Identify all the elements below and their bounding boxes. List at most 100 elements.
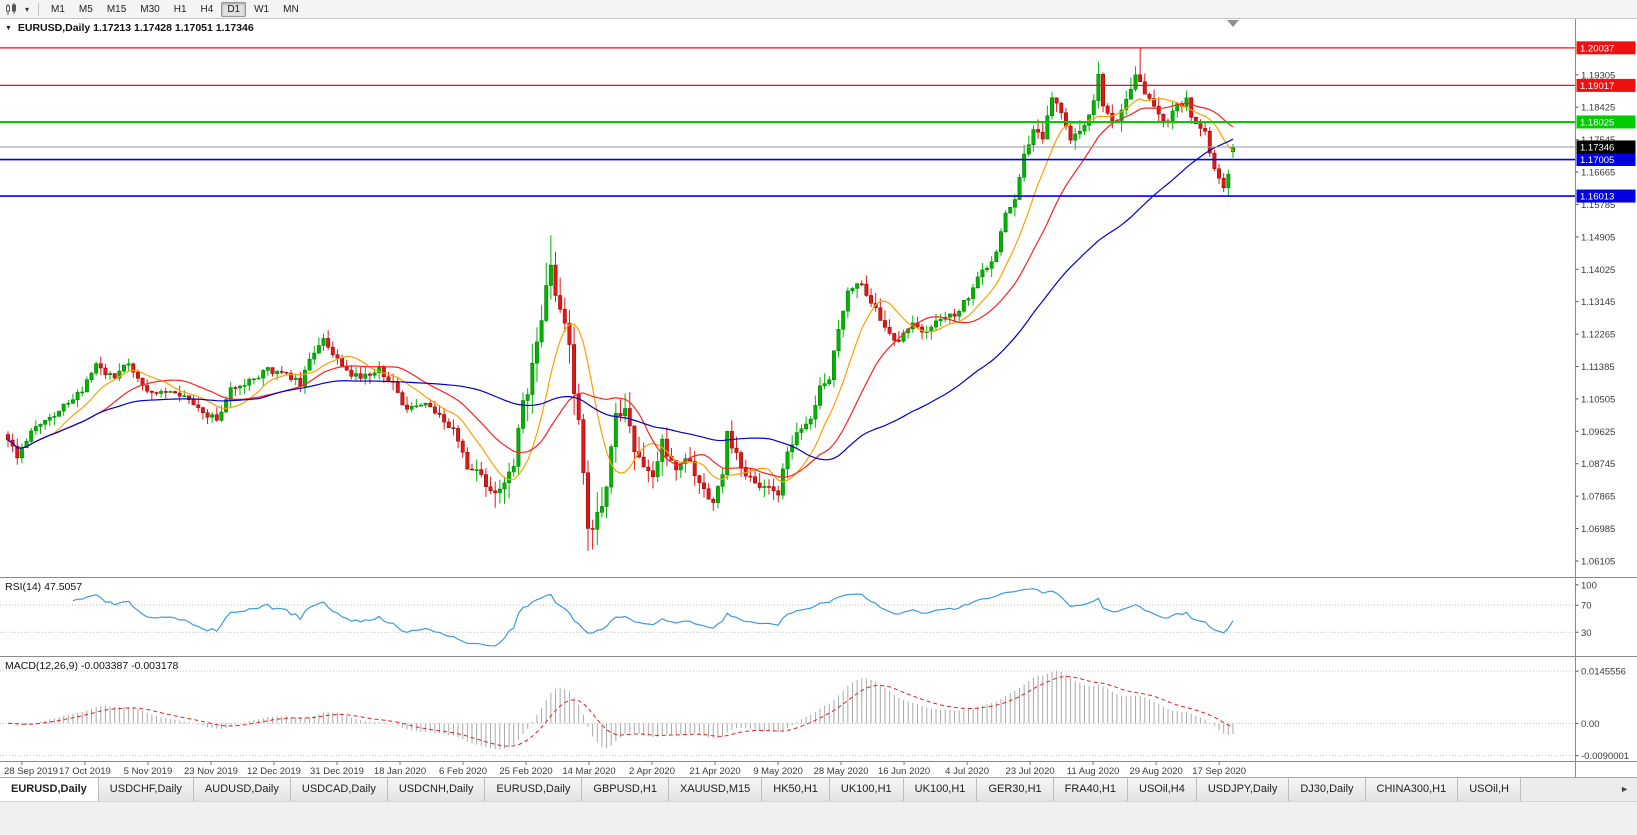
svg-text:70: 70 <box>1581 601 1592 612</box>
svg-text:1.20037: 1.20037 <box>1580 43 1614 54</box>
timeframe-m30[interactable]: M30 <box>140 3 160 15</box>
svg-text:18 Jan 2020: 18 Jan 2020 <box>374 766 426 777</box>
chart-tab-5-eurusd-daily[interactable]: EURUSD,Daily <box>485 778 583 801</box>
svg-text:14 Mar 2020: 14 Mar 2020 <box>562 766 615 777</box>
svg-text:11 Aug 2020: 11 Aug 2020 <box>1067 766 1120 777</box>
svg-text:28 Sep 2019: 28 Sep 2019 <box>4 766 58 777</box>
svg-text:28 May 2020: 28 May 2020 <box>814 766 869 777</box>
chart-tab-15-dj30-daily[interactable]: DJ30,Daily <box>1289 778 1366 801</box>
chart-canvas[interactable]: 1.193051.184251.175451.166651.157851.149… <box>0 19 1637 777</box>
svg-text:-0.0090001: -0.0090001 <box>1581 751 1629 762</box>
chart-type-dropdown-icon[interactable]: ▾ <box>24 4 29 14</box>
chart-type-icon[interactable] <box>3 2 21 17</box>
rsi-name: RSI(14) <box>5 581 42 593</box>
svg-text:1.07865: 1.07865 <box>1581 492 1615 503</box>
chart-tab-1-usdchf-daily[interactable]: USDCHF,Daily <box>98 778 194 801</box>
chart-tab-6-gbpusd-h1[interactable]: GBPUSD,H1 <box>582 778 669 801</box>
chart-shift-marker-icon[interactable] <box>1226 20 1239 27</box>
svg-text:1.16665: 1.16665 <box>1581 168 1615 179</box>
chart-tab-13-usoil-h4[interactable]: USOil,H4 <box>1128 778 1197 801</box>
svg-text:9 May 2020: 9 May 2020 <box>753 766 803 777</box>
rsi-pane: 100 70 30 <box>0 580 1597 647</box>
chart-tab-8-hk50-h1[interactable]: HK50,H1 <box>762 778 830 801</box>
svg-text:17 Sep 2020: 17 Sep 2020 <box>1192 766 1246 777</box>
svg-text:12 Dec 2019: 12 Dec 2019 <box>247 766 301 777</box>
svg-text:1.14025: 1.14025 <box>1581 265 1615 276</box>
svg-text:1.13145: 1.13145 <box>1581 297 1615 308</box>
svg-text:16 Jun 2020: 16 Jun 2020 <box>878 766 930 777</box>
time-axis[interactable]: 28 Sep 2019 17 Oct 2019 5 Nov 2019 23 Nov 2… <box>4 762 1246 777</box>
collapse-icon[interactable]: ▼ <box>5 25 12 32</box>
macd-pane: 0.0145556 0.00 -0.0090001 <box>0 667 1629 762</box>
chart-tab-16-china300-h1[interactable]: CHINA300,H1 <box>1365 778 1459 801</box>
price-axis[interactable]: 1.193051.184251.175451.166651.157851.149… <box>1575 70 1616 567</box>
svg-text:29 Aug 2020: 29 Aug 2020 <box>1129 766 1182 777</box>
svg-text:23 Nov 2019: 23 Nov 2019 <box>184 766 238 777</box>
timeframe-mn[interactable]: MN <box>283 3 299 15</box>
horizontal-lines-layer[interactable] <box>0 47 1575 197</box>
svg-text:1.16013: 1.16013 <box>1580 192 1614 203</box>
chart-tab-14-usdjpy-daily[interactable]: USDJPY,Daily <box>1196 778 1290 801</box>
svg-text:4 Jul 2020: 4 Jul 2020 <box>945 766 989 777</box>
price-chart-svg[interactable]: 1.193051.184251.175451.166651.157851.149… <box>0 19 1637 777</box>
chart-tab-10-uk100-h1[interactable]: UK100,H1 <box>903 778 978 801</box>
svg-text:1.06105: 1.06105 <box>1581 556 1615 567</box>
svg-text:2 Apr 2020: 2 Apr 2020 <box>629 766 675 777</box>
timeframe-m1[interactable]: M1 <box>51 3 65 15</box>
candlestick-glyph <box>6 2 16 15</box>
chart-tab-9-uk100-h1[interactable]: UK100,H1 <box>829 778 904 801</box>
svg-text:1.08745: 1.08745 <box>1581 459 1615 470</box>
timeframe-w1[interactable]: W1 <box>254 3 270 15</box>
svg-text:100: 100 <box>1581 580 1597 591</box>
timeframe-h1[interactable]: H1 <box>173 3 187 15</box>
chart-tabbar: EURUSD,Daily USDCHF,Daily AUDUSD,Daily USDC… <box>0 777 1637 801</box>
chart-tab-0-eurusd-daily[interactable]: EURUSD,Daily <box>0 778 99 801</box>
chart-symbol-title: EURUSD,Daily <box>17 22 91 34</box>
svg-text:1.17005: 1.17005 <box>1580 155 1614 166</box>
toolbar-separator <box>38 2 39 16</box>
macd-signal-line <box>7 675 1234 747</box>
timeframe-d1[interactable]: D1 <box>221 1 247 17</box>
timeframe-m15[interactable]: M15 <box>106 3 127 15</box>
timeframe-h4[interactable]: H4 <box>200 3 214 15</box>
svg-text:30: 30 <box>1581 628 1592 639</box>
svg-text:6 Feb 2020: 6 Feb 2020 <box>439 766 487 777</box>
macd-name: MACD(12,26,9) <box>5 660 78 672</box>
price-axis-markers: 1.20037 1.19017 1.18025 1.17005 1.16013 1.173… <box>1576 41 1636 203</box>
svg-text:1.19017: 1.19017 <box>1580 81 1614 92</box>
svg-text:1.14905: 1.14905 <box>1581 232 1615 243</box>
candles-layer <box>6 48 1235 551</box>
chart-tab-3-usdcad-daily[interactable]: USDCAD,Daily <box>290 778 388 801</box>
chart-tab-7-xauusd-m15[interactable]: XAUUSD,M15 <box>668 778 763 801</box>
svg-text:25 Feb 2020: 25 Feb 2020 <box>499 766 552 777</box>
rsi-line <box>72 588 1234 647</box>
svg-text:1.15785: 1.15785 <box>1581 200 1615 211</box>
svg-text:1.06985: 1.06985 <box>1581 524 1615 535</box>
svg-text:1.11385: 1.11385 <box>1581 362 1615 373</box>
rsi-indicator-label: RSI(14) 47.5057 <box>5 581 82 593</box>
svg-text:1.09625: 1.09625 <box>1581 427 1615 438</box>
chart-ohlc-values: 1.17213 1.17428 1.17051 1.17346 <box>93 22 254 34</box>
moving-averages-layer <box>7 98 1234 483</box>
svg-text:0.0145556: 0.0145556 <box>1581 667 1626 678</box>
tab-scroll-right-icon[interactable]: ► <box>1620 784 1629 794</box>
timeframe-buttons: M1 M5 M15 M30 H1 H4 D1 W1 MN <box>45 1 305 17</box>
svg-text:1.18025: 1.18025 <box>1580 117 1614 128</box>
top-toolbar: ▾ M1 M5 M15 M30 H1 H4 D1 W1 MN <box>0 0 1637 19</box>
chart-tab-2-audusd-daily[interactable]: AUDUSD,Daily <box>193 778 291 801</box>
timeframe-m5[interactable]: M5 <box>78 3 93 15</box>
chart-tab-4-usdcnh-daily[interactable]: USDCNH,Daily <box>387 778 486 801</box>
svg-text:23 Jul 2020: 23 Jul 2020 <box>1006 766 1055 777</box>
svg-text:31 Dec 2019: 31 Dec 2019 <box>310 766 364 777</box>
svg-text:1.12265: 1.12265 <box>1581 330 1615 341</box>
svg-text:0.00: 0.00 <box>1581 719 1600 730</box>
svg-text:1.17346: 1.17346 <box>1580 142 1614 153</box>
status-bar <box>0 801 1637 835</box>
chart-tab-12-fra40-h1[interactable]: FRA40,H1 <box>1053 778 1128 801</box>
chart-tab-11-ger30-h1[interactable]: GER30,H1 <box>977 778 1054 801</box>
pane-separators[interactable] <box>0 19 1637 777</box>
chart-tab-17-usoil-h[interactable]: USOil,H <box>1458 778 1521 801</box>
svg-text:21 Apr 2020: 21 Apr 2020 <box>689 766 740 777</box>
macd-indicator-label: MACD(12,26,9) -0.003387 -0.003178 <box>5 660 178 672</box>
